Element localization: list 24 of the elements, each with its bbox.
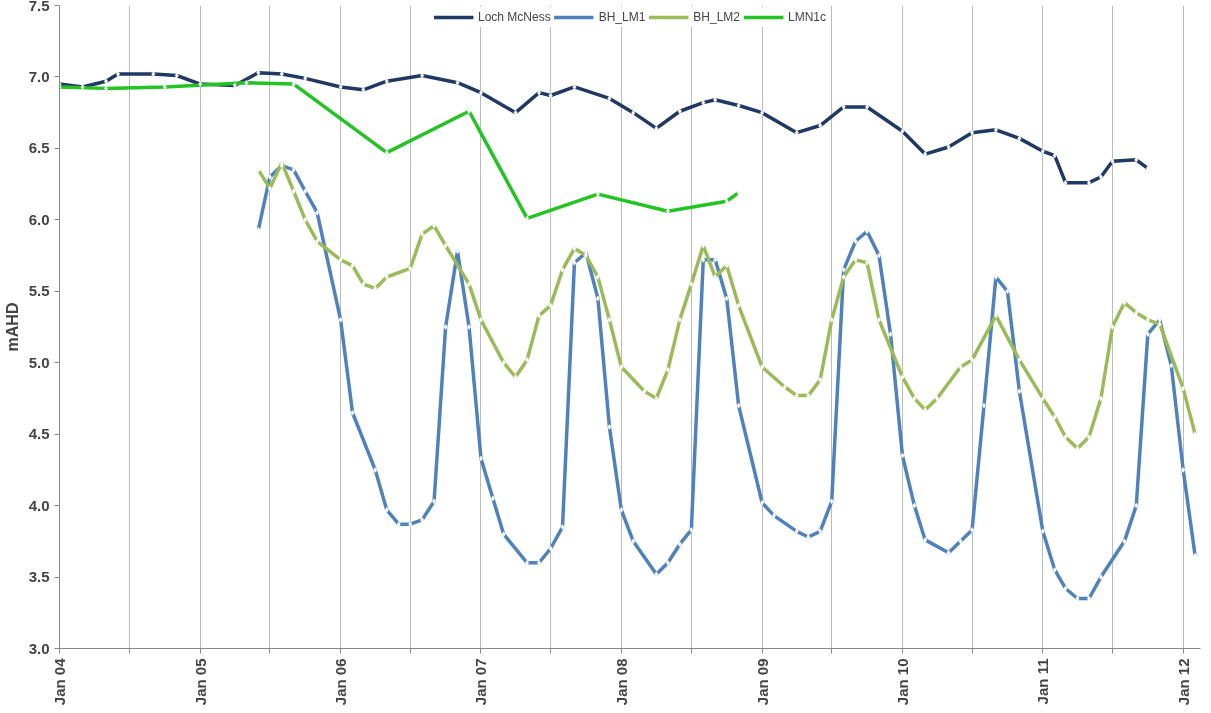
x-tick-label: Jan 05 (191, 658, 209, 706)
legend-label: Loch McNess (477, 10, 551, 24)
y-tick-label: 3.0 (28, 639, 50, 657)
y-tick-label: 3.5 (28, 568, 50, 586)
x-tick-label: Jan 07 (472, 658, 490, 706)
y-tick-label: 5.0 (28, 353, 50, 371)
legend-label: LMN1c (788, 10, 827, 24)
legend-label: BH_LM1 (598, 10, 646, 24)
x-tick-label: Jan 06 (332, 658, 350, 706)
y-tick-label: 4.5 (28, 425, 50, 443)
y-tick-label: 7.5 (28, 0, 50, 14)
legend-label: BH_LM2 (693, 10, 741, 24)
y-tick-label: 4.0 (28, 496, 50, 514)
y-tick-label: 6.5 (28, 139, 50, 157)
y-axis-title: mAHD (3, 302, 21, 352)
y-tick-label: 6.0 (28, 210, 50, 228)
y-tick-label: 5.5 (28, 282, 50, 300)
x-tick-label: Jan 12 (1174, 658, 1192, 706)
x-tick-label: Jan 10 (893, 658, 911, 706)
x-tick-label: Jan 11 (1034, 658, 1052, 705)
x-tick-label: Jan 09 (753, 658, 771, 706)
y-tick-label: 7.0 (28, 67, 50, 85)
x-tick-label: Jan 04 (51, 657, 68, 706)
x-tick-label: Jan 08 (612, 658, 630, 706)
